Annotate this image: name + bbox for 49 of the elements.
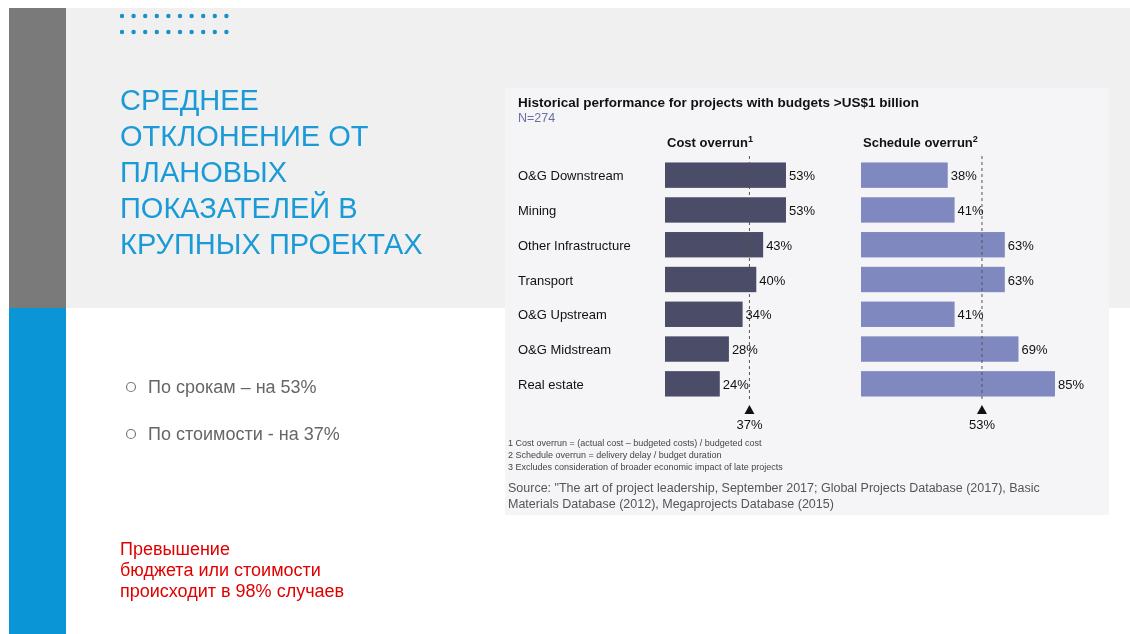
source-note: Source: "The art of project leadership, September 2017; Global Projects Database (2017), Basic Materials Database (2012), Megaprojects Database (2015) bbox=[508, 481, 1040, 511]
bar bbox=[665, 232, 764, 258]
text: Превышение бюджета или стоимости происходит в 98% случаев bbox=[120, 539, 345, 601]
y-tick-label: O&G Downstream bbox=[518, 168, 624, 184]
bar bbox=[861, 371, 1055, 397]
bar bbox=[665, 162, 786, 188]
data-label: 40% bbox=[759, 272, 786, 288]
y-tick-label: O&G Midstream bbox=[518, 342, 612, 358]
text: СРЕДНЕЕ ОТКЛОНЕНИЕ ОТ ПЛАНОВЫХ ПОКАЗАТЕЛЕЙ В КРУПНЫХ ПРОЕКТАХ bbox=[120, 84, 423, 260]
data-label: 34% bbox=[745, 307, 773, 323]
bar bbox=[665, 197, 786, 223]
bar bbox=[665, 336, 729, 362]
data-label: 53% bbox=[788, 202, 816, 218]
data-label: 85% bbox=[1058, 376, 1085, 392]
data-label: 38% bbox=[950, 168, 978, 184]
data-label: 43% bbox=[766, 237, 793, 253]
text: 1 Cost overrun = (actual cost – budgeted costs) / budgeted cost bbox=[508, 438, 762, 448]
bar bbox=[665, 266, 757, 293]
text: N=274 bbox=[518, 111, 556, 125]
text: По срокам – на 53% bbox=[148, 377, 317, 397]
ref-line-label: 37% bbox=[736, 417, 763, 432]
data-label: 41% bbox=[957, 202, 985, 218]
data-label: 63% bbox=[1007, 237, 1035, 253]
chart-title: Schedule overrun$^{2}$ bbox=[863, 134, 978, 150]
chart-title: Cost overrun$^{1}$ bbox=[667, 134, 753, 150]
text: 2 Schedule overrun = delivery delay / budget duration bbox=[508, 450, 722, 460]
bar bbox=[861, 162, 948, 188]
data-label: 69% bbox=[1021, 342, 1048, 358]
data-label: 63% bbox=[1007, 272, 1035, 288]
data-label: 28% bbox=[731, 342, 759, 358]
y-tick-label: Real estate bbox=[518, 376, 584, 392]
bar bbox=[665, 371, 720, 397]
data-label: 24% bbox=[722, 376, 750, 392]
bar bbox=[861, 266, 1005, 293]
bar bbox=[665, 301, 743, 327]
ref-line-label: 53% bbox=[968, 417, 996, 432]
y-tick-label: O&G Upstream bbox=[518, 307, 607, 323]
text: По стоимости - на 37% bbox=[148, 424, 340, 444]
y-tick-label: Transport bbox=[518, 272, 574, 288]
bar bbox=[861, 301, 955, 327]
data-label: 53% bbox=[788, 168, 816, 184]
y-tick-label: Mining bbox=[518, 202, 557, 218]
data-label: 41% bbox=[957, 307, 985, 323]
bar bbox=[861, 336, 1019, 362]
text: 3 Excludes consideration of broader economic impact of late projects bbox=[508, 462, 784, 472]
bar bbox=[861, 197, 955, 223]
bar bbox=[861, 232, 1005, 258]
y-tick-label: Other Infrastructure bbox=[518, 237, 631, 253]
text: Historical performance for projects with budgets >US$1 billion bbox=[518, 95, 919, 110]
